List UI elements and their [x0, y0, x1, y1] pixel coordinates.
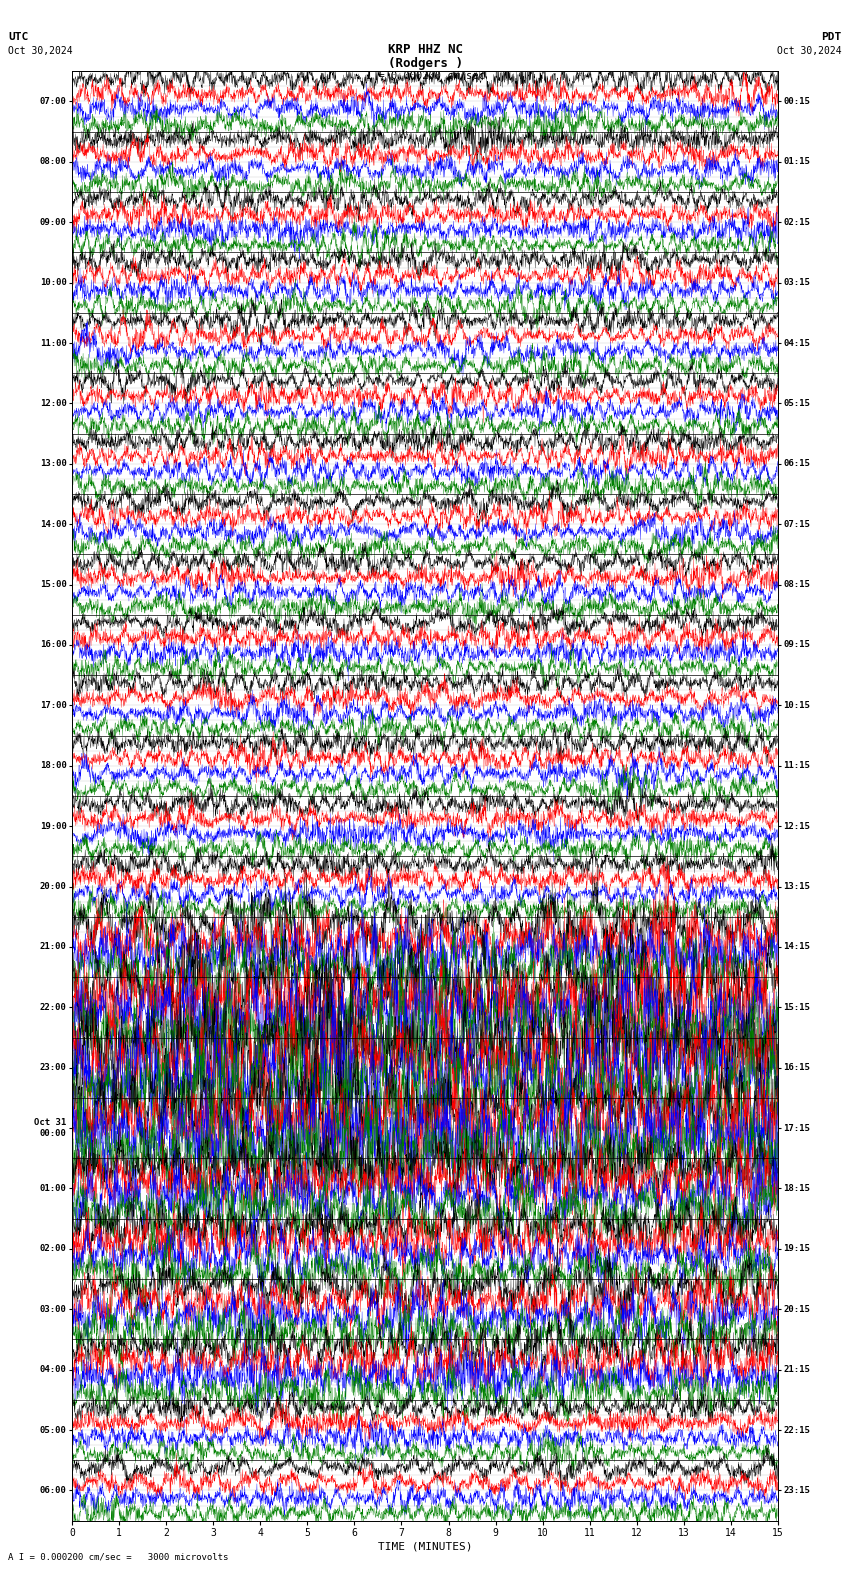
Text: (Rodgers ): (Rodgers ): [388, 57, 462, 70]
Text: A I = 0.000200 cm/sec =   3000 microvolts: A I = 0.000200 cm/sec = 3000 microvolts: [8, 1552, 229, 1562]
Text: UTC: UTC: [8, 32, 29, 41]
Text: PDT: PDT: [821, 32, 842, 41]
Text: Oct 30,2024: Oct 30,2024: [777, 46, 842, 55]
Text: I = 0.000200 cm/sec: I = 0.000200 cm/sec: [366, 71, 484, 81]
X-axis label: TIME (MINUTES): TIME (MINUTES): [377, 1541, 473, 1552]
Text: Oct 30,2024: Oct 30,2024: [8, 46, 73, 55]
Text: KRP HHZ NC: KRP HHZ NC: [388, 43, 462, 55]
